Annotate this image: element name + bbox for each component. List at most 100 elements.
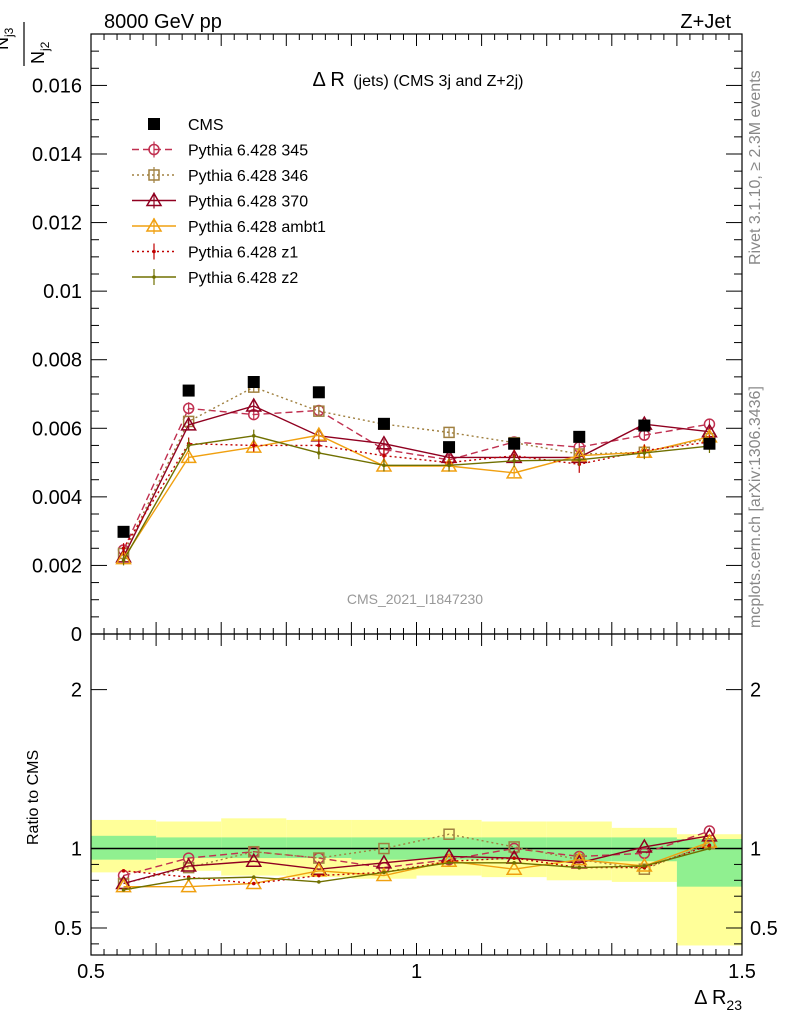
data-point	[182, 384, 195, 397]
legend-marker	[145, 192, 163, 207]
data-point	[570, 851, 588, 866]
y-tick-label: 0.004	[32, 487, 82, 509]
data-point	[642, 864, 647, 868]
band-inner-bin	[286, 837, 352, 859]
data-point	[317, 873, 321, 878]
data-point	[245, 397, 263, 412]
series-line-6	[122, 435, 710, 561]
y-tick-label: 0.008	[32, 350, 82, 372]
data-point	[182, 402, 195, 415]
data-point	[443, 426, 455, 439]
ratio-y-tick-label: 0.5	[54, 918, 82, 940]
data-point	[312, 386, 325, 399]
series-line-0	[123, 830, 710, 877]
data-point	[636, 838, 653, 853]
ratio-frame	[90, 633, 743, 956]
band-inner-bin	[91, 835, 157, 860]
axes: 0.5 1 1.5 0 0.002 0.004 0.006 0.008 0.01 0.012 0.0…	[32, 33, 778, 983]
data-point	[505, 464, 523, 479]
legend-marker	[152, 275, 156, 279]
series-line-5	[122, 441, 710, 549]
rivet-label: Rivet 3.1.10, ≥ 2.3M events	[747, 70, 764, 265]
x-tick-label: 1.5	[728, 961, 756, 983]
legend-label: Pythia 6.428 345	[188, 143, 308, 160]
y-tick-label: 0.002	[32, 555, 82, 577]
series-line-2	[123, 835, 710, 885]
data-point	[382, 463, 386, 468]
legend-marker	[145, 217, 163, 232]
legend-marker	[152, 249, 156, 254]
data-point	[251, 875, 256, 879]
y-tick-label: 0.016	[32, 75, 82, 97]
data-point	[317, 443, 321, 448]
band-inner-bin	[611, 837, 677, 862]
data-point	[375, 867, 393, 882]
data-point	[186, 876, 191, 881]
ratio-y-tick-label: 1	[71, 839, 82, 861]
data-point	[512, 861, 516, 865]
data-point	[313, 405, 325, 417]
x-axis-label: Δ R23	[694, 987, 742, 1013]
series-line-3	[122, 405, 710, 558]
data-point	[443, 441, 456, 454]
data-point	[251, 434, 256, 438]
data-point	[121, 546, 126, 551]
ratio-y-tick-label-right: 1	[750, 839, 761, 861]
data-point	[642, 451, 647, 455]
ratio-plot-content	[115, 825, 718, 893]
plot-title: Δ R (jets) (CMS 3j and Z+2j)	[313, 69, 524, 91]
ratio-y-tick-label-right: 0.5	[750, 918, 778, 940]
legend-label: Pythia 6.428 z1	[188, 245, 298, 262]
legend-label: Pythia 6.428 346	[188, 168, 308, 185]
data-point	[375, 435, 393, 450]
data-point	[701, 827, 718, 842]
ratio-y-label: Ratio to CMS	[25, 750, 42, 845]
y-num-sub: j3	[2, 27, 16, 38]
data-point	[382, 453, 386, 458]
svg-text:Nj3: Nj3	[0, 27, 16, 50]
y-tick-label: 0.006	[32, 418, 82, 440]
y-tick-label: 0.012	[32, 213, 82, 235]
data-point	[508, 437, 521, 450]
header-right: Z+Jet	[680, 11, 731, 33]
mcplots-label: mcplots.cern.ch [arXiv:1306.3436]	[747, 386, 764, 628]
x-label-main: Δ R	[694, 987, 726, 1009]
series-line-1	[123, 833, 710, 885]
legend-label: Pythia 6.428 z2	[188, 270, 298, 287]
ratio-y-tick-label-right: 2	[750, 680, 761, 702]
legend-label: Pythia 6.428 ambt1	[188, 219, 326, 236]
data-point	[378, 842, 390, 855]
main-plot-content	[115, 376, 718, 566]
data-point	[447, 861, 451, 865]
data-point	[512, 856, 516, 860]
data-point	[180, 878, 197, 893]
data-point	[115, 878, 132, 893]
ratio-y-tick-label: 2	[71, 680, 82, 702]
data-point	[180, 857, 197, 872]
x-label-sub: 23	[726, 997, 742, 1013]
y-tick-label: 0.01	[43, 281, 82, 303]
data-point	[251, 443, 256, 448]
data-point	[317, 880, 321, 884]
legend-label: CMS	[188, 117, 224, 134]
legend-label: Pythia 6.428 370	[188, 194, 308, 211]
data-point	[703, 437, 716, 450]
y-num: N	[0, 37, 12, 50]
legend-marker	[148, 143, 160, 156]
plot-title-sub: (jets) (CMS 3j and Z+2j)	[353, 73, 523, 90]
data-point	[638, 419, 651, 432]
data-point	[121, 868, 126, 873]
data-point	[443, 828, 455, 840]
data-point	[180, 416, 197, 431]
data-point	[638, 863, 651, 875]
data-point	[382, 870, 386, 875]
data-point	[377, 417, 390, 430]
header-left: 8000 GeV pp	[104, 11, 222, 33]
data-point	[245, 852, 263, 867]
y-den: N	[28, 51, 48, 64]
main-y-label: Nj3 Nj2	[0, 22, 52, 66]
band-inner-bin	[156, 837, 222, 859]
x-tick-label: 1	[411, 961, 422, 983]
ratio-uncertainty-bands	[91, 818, 742, 946]
